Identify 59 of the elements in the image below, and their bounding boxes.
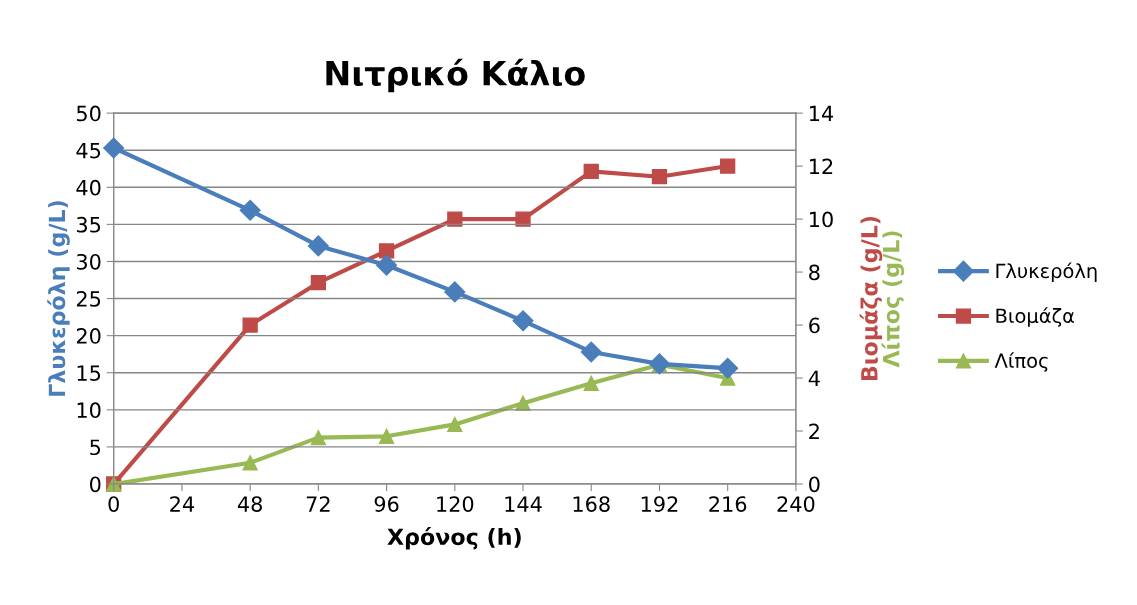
text: Βιομάζα (g/L) — [859, 216, 883, 381]
y-tick-label: 50 — [76, 105, 101, 122]
y2-tick-label: 10 — [809, 211, 833, 228]
point — [242, 455, 258, 471]
point — [310, 275, 326, 291]
point — [307, 235, 329, 257]
y2-tick-label: 4 — [808, 370, 820, 386]
y-tick-label: 0 — [90, 476, 101, 493]
x-tick-label: 48 — [237, 496, 262, 512]
x-axis-title: Χρόνος (h) — [387, 527, 521, 550]
chart-title: Νιτρικό Κάλιο — [326, 58, 585, 93]
point — [717, 357, 739, 379]
point — [512, 310, 534, 332]
y2-tick-label: 2 — [809, 423, 819, 439]
y2-tick-label: 6 — [809, 317, 820, 334]
x-tick-label: 216 — [709, 496, 747, 512]
x-tick-label: 24 — [170, 496, 195, 512]
point — [651, 169, 668, 185]
x-tick-label: 144 — [505, 496, 542, 512]
point — [239, 199, 261, 221]
y2-tick-label: 0 — [809, 476, 820, 493]
point — [242, 317, 258, 333]
point — [447, 211, 463, 227]
x-tick-label: 72 — [306, 496, 330, 512]
legend-label: Γλυκερόλη — [996, 262, 1097, 282]
y-tick-label: 45 — [76, 142, 101, 159]
y2-tick-label: 8 — [809, 264, 820, 281]
point — [720, 158, 736, 174]
point — [583, 163, 599, 180]
y-tick-label: 5 — [90, 439, 101, 456]
point — [378, 428, 395, 444]
y-tick-label: 15 — [77, 365, 101, 381]
point — [580, 341, 602, 363]
y-tick-label: 20 — [76, 328, 101, 344]
x-tick-label: 96 — [374, 496, 399, 512]
point — [310, 430, 326, 446]
point — [583, 375, 599, 391]
x-tick-label: 192 — [641, 496, 678, 512]
y-tick-label: 35 — [76, 216, 101, 233]
legend-label: Λίπος — [994, 352, 1048, 372]
x-tick-label: 0 — [108, 496, 119, 512]
text: Λίπος (g/L) — [881, 231, 905, 368]
point — [444, 281, 466, 303]
y2-tick-label: 12 — [809, 158, 833, 175]
x-tick-label: 240 — [777, 496, 815, 512]
y-tick-label: 40 — [76, 179, 101, 196]
y-axis-title: Γλυκερόλη (g/L) — [47, 201, 70, 396]
point — [447, 416, 463, 433]
y2-tick-label: 14 — [809, 105, 834, 122]
x-tick-label: 120 — [437, 496, 474, 512]
point — [376, 254, 398, 276]
y-tick-label: 30 — [76, 253, 101, 270]
legend-label: Βιομάζα — [996, 307, 1075, 327]
x-tick-label: 168 — [573, 496, 610, 512]
point — [103, 137, 125, 159]
point — [515, 211, 531, 227]
y-tick-label: 10 — [77, 402, 101, 419]
y-tick-label: 25 — [76, 291, 101, 307]
point — [378, 243, 395, 259]
